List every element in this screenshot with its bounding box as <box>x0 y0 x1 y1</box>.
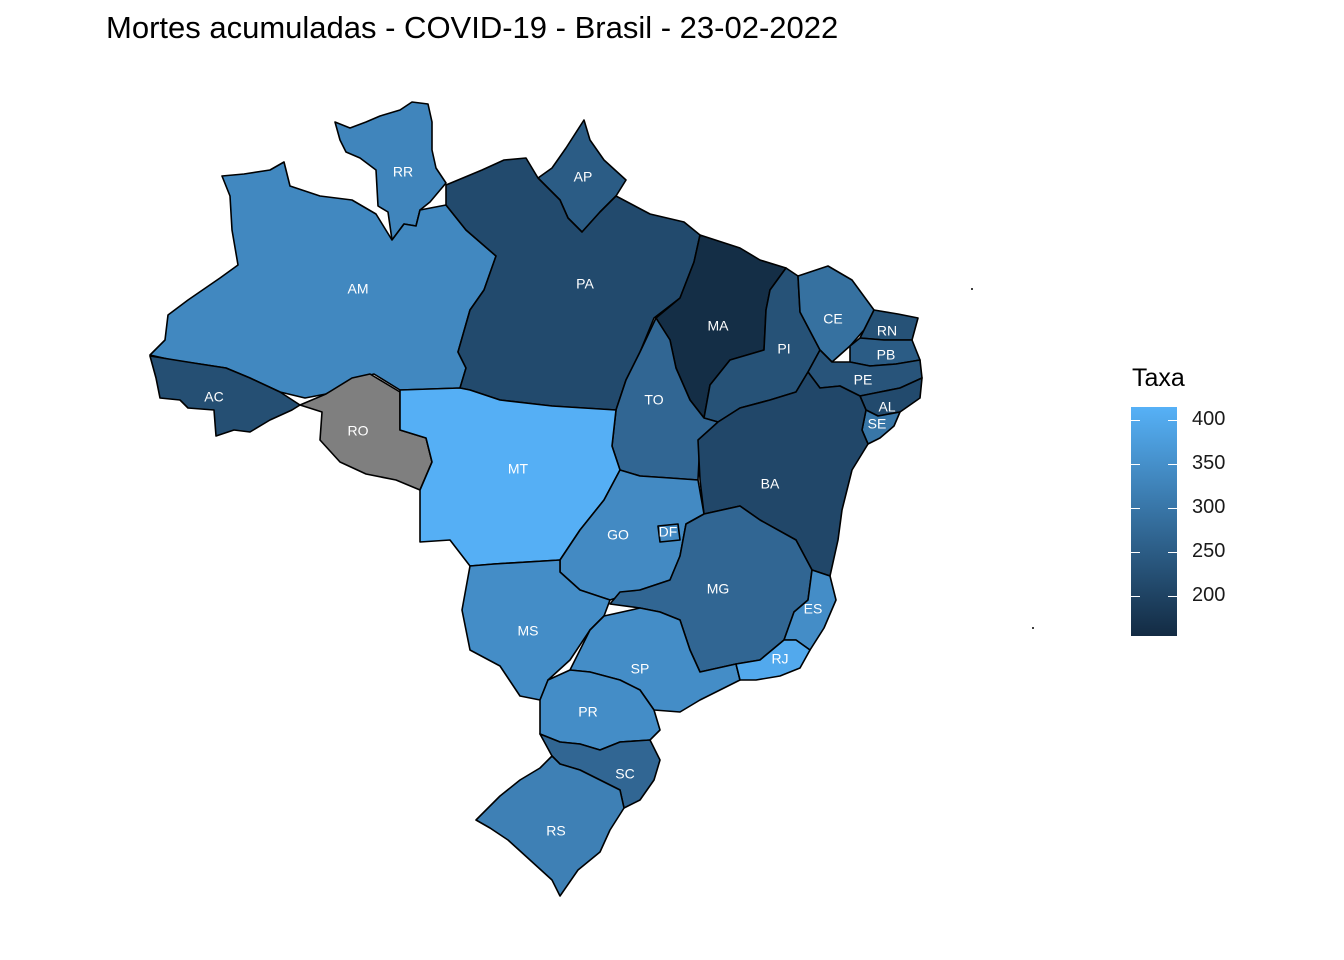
label-AM: AM <box>348 281 369 297</box>
state-CE[interactable] <box>797 265 875 363</box>
label-RS: RS <box>546 823 565 839</box>
state-MS[interactable] <box>461 559 611 701</box>
legend-tick <box>1168 420 1177 422</box>
map-title: Mortes acumuladas - COVID-19 - Brasil - … <box>106 10 839 45</box>
island-dot <box>971 288 973 290</box>
label-PA: PA <box>576 276 594 292</box>
label-SP: SP <box>631 661 650 677</box>
label-GO: GO <box>607 527 629 543</box>
label-ES: ES <box>804 601 823 617</box>
label-DF: DF <box>659 524 678 540</box>
label-MS: MS <box>518 623 539 639</box>
legend-colorbar <box>1131 407 1177 636</box>
label-MG: MG <box>707 581 730 597</box>
label-RJ: RJ <box>771 651 788 667</box>
label-SC: SC <box>615 766 634 782</box>
legend-tick-label: 400 <box>1192 408 1226 431</box>
legend-tick <box>1131 420 1140 422</box>
legend-tick-label: 350 <box>1192 452 1226 475</box>
legend-tick <box>1131 552 1140 554</box>
state-AC[interactable] <box>149 355 301 437</box>
legend-tick-label: 250 <box>1192 540 1226 563</box>
label-RO: RO <box>348 423 369 439</box>
state-RS[interactable] <box>475 755 625 897</box>
label-MA: MA <box>708 318 730 334</box>
island-dot <box>1032 627 1034 629</box>
label-PI: PI <box>777 341 790 357</box>
label-BA: BA <box>761 476 780 492</box>
label-PR: PR <box>578 704 597 720</box>
legend-tick <box>1168 596 1177 598</box>
legend-tick <box>1131 464 1140 466</box>
label-RR: RR <box>393 164 413 180</box>
legend-tick <box>1131 596 1140 598</box>
label-AP: AP <box>574 169 593 185</box>
label-PB: PB <box>877 347 896 363</box>
label-PE: PE <box>854 372 873 388</box>
legend-tick <box>1168 508 1177 510</box>
state-RJ[interactable] <box>735 639 811 681</box>
label-AL: AL <box>878 399 895 415</box>
legend-tick-label: 200 <box>1192 584 1226 607</box>
legend-tick <box>1168 464 1177 466</box>
label-AC: AC <box>204 389 223 405</box>
state-DF[interactable] <box>657 523 681 543</box>
legend-tick <box>1131 508 1140 510</box>
label-RN: RN <box>877 323 897 339</box>
label-SE: SE <box>868 416 887 432</box>
label-TO: TO <box>644 392 663 408</box>
legend-tick <box>1168 552 1177 554</box>
state-AM[interactable] <box>149 161 497 399</box>
label-MT: MT <box>508 461 529 477</box>
label-CE: CE <box>823 311 842 327</box>
state-RR[interactable] <box>334 101 447 241</box>
legend-tick-label: 300 <box>1192 496 1226 519</box>
legend-title: Taxa <box>1132 364 1185 392</box>
